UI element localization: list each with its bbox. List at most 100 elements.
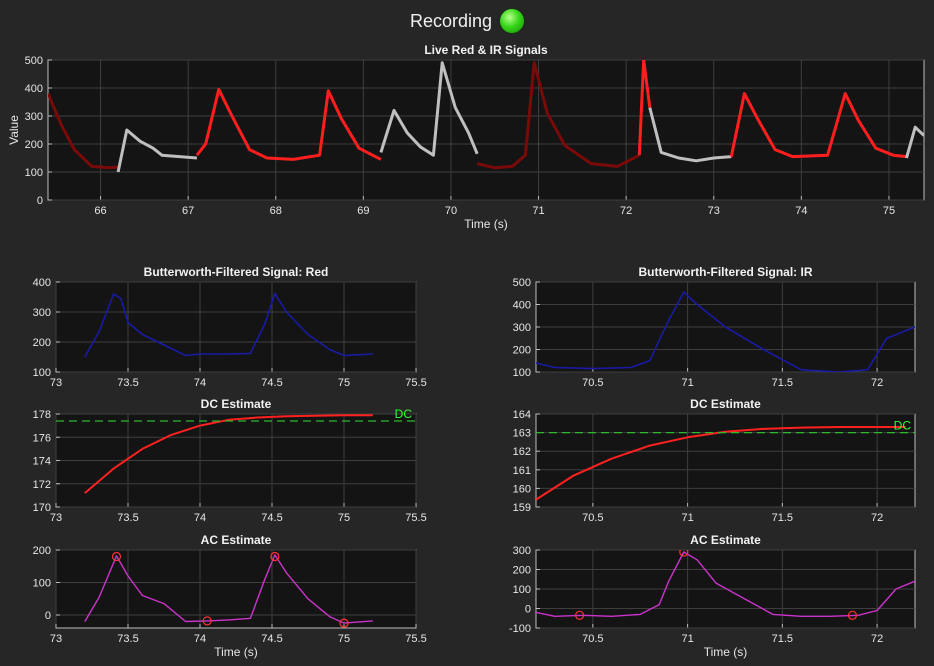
dc-line-label: DC xyxy=(894,419,912,433)
chart-ac_red: 73 73.5 74 74.5 75 75.5 0 100 200 AC Estimate Time… xyxy=(33,533,427,659)
x-tick-label: 71 xyxy=(681,512,693,524)
x-tick-label: 68 xyxy=(270,205,282,217)
filtered-signal-line xyxy=(536,291,915,372)
x-tick-label: 70.5 xyxy=(582,377,603,389)
status-label: Recording xyxy=(409,10,493,31)
series-group xyxy=(84,551,373,628)
x-tick-label: 75.5 xyxy=(405,377,426,389)
x-tick-label: 73.5 xyxy=(117,512,138,524)
chart-title: AC Estimate xyxy=(201,533,272,547)
peak-marker xyxy=(111,551,122,562)
chart-title: Live Red & IR Signals xyxy=(424,43,548,57)
x-tick-label: 73 xyxy=(50,633,62,645)
x-tick-label: 70 xyxy=(445,205,457,217)
trough-marker xyxy=(847,610,858,620)
x-tick-label: 72 xyxy=(620,205,632,217)
series-group xyxy=(536,550,915,620)
chart-title: AC Estimate xyxy=(690,533,761,547)
y-tick-label: 160 xyxy=(513,483,531,495)
series-group xyxy=(56,414,416,494)
x-tick-label: 71.5 xyxy=(772,377,793,389)
chart-title: DC Estimate xyxy=(690,397,761,411)
y-tick-label: 170 xyxy=(33,502,51,514)
x-axis-label: Time (s) xyxy=(214,645,258,659)
y-tick-label: 500 xyxy=(25,55,43,67)
x-tick-label: 70.5 xyxy=(582,512,603,524)
green-light-icon xyxy=(500,9,525,33)
y-tick-label: 100 xyxy=(25,167,43,179)
x-tick-label: 74 xyxy=(194,377,206,389)
x-tick-label: 75 xyxy=(883,205,895,217)
y-tick-label: 300 xyxy=(33,307,51,319)
plot-area xyxy=(47,59,925,201)
y-tick-label: 400 xyxy=(513,300,531,312)
signal-segment-red xyxy=(637,60,652,156)
x-tick-label: 72 xyxy=(871,377,883,389)
plot-area xyxy=(535,413,916,508)
series-group xyxy=(536,426,915,501)
y-tick-label: 500 xyxy=(513,277,531,289)
y-tick-label: 163 xyxy=(513,428,531,440)
chart-title: Butterworth-Filtered Signal: Red xyxy=(144,265,329,279)
y-tick-label: 159 xyxy=(513,502,531,514)
series-group xyxy=(48,60,924,173)
dc-line-label: DC xyxy=(395,407,413,421)
y-tick-label: 162 xyxy=(513,446,531,458)
x-tick-label: 66 xyxy=(94,205,106,217)
y-tick-label: 0 xyxy=(525,604,531,616)
y-tick-label: 100 xyxy=(513,367,531,379)
signal-segment-gray xyxy=(116,128,198,173)
chart-butter_red: 73 73.5 74 74.5 75 75.5 100 200 300 400 Butterwort… xyxy=(33,265,427,389)
y-tick-label: 161 xyxy=(513,465,531,477)
ac-curve xyxy=(84,554,373,624)
plot-area xyxy=(55,281,417,373)
y-tick-label: 100 xyxy=(33,367,51,379)
x-tick-label: 75 xyxy=(338,512,350,524)
signal-segment-gray xyxy=(905,125,924,159)
signal-segment-gray xyxy=(379,61,479,157)
signal-segment-red xyxy=(729,92,907,159)
x-tick-label: 73 xyxy=(50,512,62,524)
peak-marker xyxy=(270,551,280,562)
y-axis-label: Value xyxy=(7,115,21,145)
trough-marker xyxy=(574,610,585,620)
x-tick-label: 71 xyxy=(681,633,693,645)
chart-ac_ir: 70.5 71 71.5 72 -100 0 100 200 300 AC Estimate Tim… xyxy=(509,533,916,659)
x-tick-label: 72 xyxy=(871,512,883,524)
x-axis-label: Time (s) xyxy=(464,217,508,231)
x-tick-label: 67 xyxy=(182,205,194,217)
y-tick-label: 0 xyxy=(37,195,43,207)
y-tick-label: 300 xyxy=(513,545,531,557)
signal-segment-red xyxy=(195,87,382,161)
peak-marker xyxy=(679,550,689,557)
x-tick-label: 74.5 xyxy=(261,633,282,645)
trough-marker xyxy=(202,616,212,626)
x-tick-label: 70.5 xyxy=(582,633,603,645)
x-tick-label: 75 xyxy=(338,633,350,645)
x-tick-label: 74 xyxy=(194,633,206,645)
y-tick-label: 200 xyxy=(33,337,51,349)
y-tick-label: 400 xyxy=(33,277,51,289)
signal-segment-gray xyxy=(648,107,732,163)
ac-curve xyxy=(536,551,915,617)
y-tick-label: 300 xyxy=(513,322,531,334)
y-tick-label: 400 xyxy=(25,83,43,95)
y-tick-label: 200 xyxy=(513,565,531,577)
chart-butter_ir: 70.5 71 71.5 72 100 200 300 400 500 Butterworth-F… xyxy=(513,265,916,389)
chart-live: 66 67 68 69 70 71 72 73 74 75 0 100 200 300 400 500 Live… xyxy=(7,43,925,231)
y-tick-label: 0 xyxy=(45,610,51,622)
x-tick-label: 69 xyxy=(357,205,369,217)
series-group xyxy=(84,292,373,358)
x-tick-label: 71.5 xyxy=(772,512,793,524)
x-tick-label: 74.5 xyxy=(261,377,282,389)
chart-dc_red: 73 73.5 74 74.5 75 75.5 170 172 174 176 178 DC Esti… xyxy=(33,397,427,524)
dc-curve xyxy=(84,414,373,494)
x-tick-label: 74 xyxy=(194,512,206,524)
y-tick-label: 164 xyxy=(513,409,531,421)
x-tick-label: 74 xyxy=(795,205,807,217)
y-tick-label: 174 xyxy=(33,456,51,468)
x-tick-label: 75.5 xyxy=(405,512,426,524)
x-tick-label: 73.5 xyxy=(117,633,138,645)
signal-segment-dark_red xyxy=(476,61,640,170)
